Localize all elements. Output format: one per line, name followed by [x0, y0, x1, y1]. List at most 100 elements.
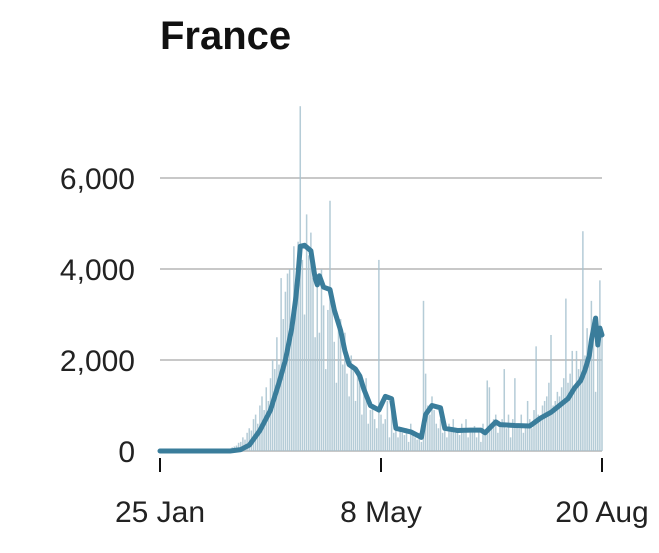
chart-title: France: [160, 14, 292, 58]
daily-bar: [599, 280, 601, 451]
daily-bar: [456, 428, 459, 451]
daily-bar: [395, 423, 397, 451]
daily-bar: [565, 298, 567, 451]
daily-bar: [558, 396, 561, 451]
daily-bar: [358, 382, 361, 451]
x-axis: 25 Jan 8 May 20 Aug: [115, 458, 649, 529]
daily-bar: [399, 428, 401, 451]
daily-bar: [465, 419, 467, 451]
daily-bar: [290, 323, 293, 451]
daily-bar: [488, 387, 491, 451]
daily-bar: [463, 432, 465, 451]
daily-bar: [310, 232, 312, 451]
daily-bar: [537, 414, 540, 451]
daily-bar: [354, 400, 357, 451]
daily-bar: [469, 428, 472, 451]
daily-bar: [405, 428, 408, 451]
daily-bar: [509, 437, 512, 451]
daily-bar: [492, 419, 495, 451]
y-tick-label: 6,000: [60, 163, 135, 196]
daily-bar: [352, 369, 355, 451]
daily-bar: [422, 300, 425, 451]
daily-bar: [535, 346, 537, 451]
daily-bar: [386, 400, 389, 451]
daily-bar: [560, 387, 563, 451]
daily-bar: [365, 378, 367, 451]
daily-bar: [582, 231, 584, 451]
y-axis: 0 2,000 4,000 6,000: [60, 163, 135, 469]
daily-bar: [327, 309, 329, 451]
daily-bar: [378, 259, 380, 451]
daily-bar: [545, 396, 548, 451]
daily-bar: [439, 419, 442, 451]
daily-bar: [590, 300, 593, 451]
daily-bar: [331, 300, 333, 451]
daily-bar: [337, 328, 340, 451]
daily-bar: [518, 428, 520, 451]
daily-bar: [284, 291, 287, 451]
daily-bar: [594, 391, 597, 451]
daily-bar: [384, 419, 387, 451]
daily-bar: [248, 428, 251, 451]
daily-bar: [409, 423, 412, 451]
daily-bar: [592, 319, 595, 451]
daily-bar: [367, 423, 370, 451]
daily-bar: [550, 334, 552, 451]
daily-bar: [562, 378, 565, 451]
daily-bar: [543, 400, 546, 451]
daily-bar: [267, 400, 270, 451]
daily-bar: [348, 396, 350, 451]
daily-bar: [454, 432, 457, 451]
daily-bars: [222, 106, 603, 452]
daily-bar: [416, 439, 418, 451]
daily-bar: [573, 387, 576, 451]
daily-bar: [361, 414, 363, 451]
daily-bar: [297, 241, 299, 451]
daily-bar: [329, 200, 331, 451]
daily-bar: [375, 428, 378, 451]
daily-bar: [522, 432, 525, 451]
daily-bar: [556, 391, 559, 451]
daily-bar: [246, 432, 248, 451]
daily-bar: [373, 419, 376, 451]
y-tick-label: 4,000: [60, 254, 135, 287]
daily-bar: [390, 396, 393, 451]
daily-bar: [429, 414, 431, 451]
daily-bar: [237, 442, 240, 451]
daily-bar: [524, 423, 527, 451]
daily-bar: [299, 106, 302, 452]
daily-bar: [380, 414, 382, 451]
daily-bar: [477, 428, 480, 451]
daily-bar: [571, 350, 574, 451]
daily-bar: [431, 396, 433, 451]
daily-bar: [584, 355, 586, 451]
daily-bar: [501, 419, 503, 451]
daily-bar: [507, 414, 510, 451]
daily-bar: [407, 441, 410, 451]
daily-bar: [280, 278, 282, 451]
daily-bar: [511, 419, 514, 451]
daily-bar: [382, 423, 384, 451]
y-tick-label: 0: [118, 436, 135, 469]
daily-bar: [333, 341, 336, 451]
daily-bar: [301, 259, 304, 451]
daily-bar: [588, 341, 591, 451]
daily-bar: [497, 432, 499, 451]
daily-bar: [320, 269, 323, 451]
daily-bar: [278, 364, 280, 451]
daily-bar: [286, 273, 289, 451]
daily-bar: [575, 350, 578, 451]
daily-bar: [460, 423, 463, 451]
daily-bar: [596, 346, 599, 451]
daily-bar: [586, 328, 588, 451]
daily-bar: [441, 432, 444, 451]
daily-bar: [397, 437, 399, 451]
daily-bar: [350, 355, 353, 451]
daily-bar: [314, 337, 316, 451]
daily-bar: [505, 428, 508, 451]
x-tick-label: 25 Jan: [115, 496, 205, 529]
daily-bar: [344, 332, 346, 451]
x-tick-label: 20 Aug: [555, 496, 648, 529]
daily-bar: [388, 437, 391, 451]
